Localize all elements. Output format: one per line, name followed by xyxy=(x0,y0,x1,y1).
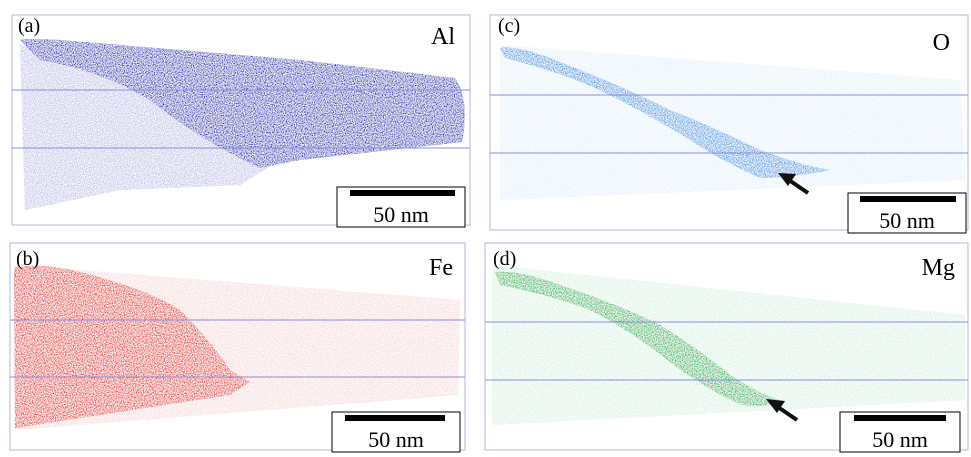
frame xyxy=(489,14,969,231)
dense-band xyxy=(495,271,785,406)
dense-band xyxy=(500,47,830,178)
sparse-region xyxy=(20,45,280,210)
scale-bar xyxy=(860,196,956,202)
frame xyxy=(11,14,471,226)
panel-label: (b) xyxy=(16,248,39,270)
scale-bar xyxy=(854,415,946,421)
scale-bar xyxy=(345,415,445,421)
panel-b: (b) Fe 50 nm xyxy=(9,242,466,453)
panel-label: (c) xyxy=(498,15,520,37)
scale-label: 50 nm xyxy=(368,427,424,452)
element-label: Al xyxy=(431,24,455,50)
frame xyxy=(9,242,466,451)
panel-d: (d) Mg 50 nm xyxy=(484,242,969,453)
scale-label: 50 nm xyxy=(872,427,928,452)
arrow-head xyxy=(778,173,796,186)
panel-c: (c) O 50 nm xyxy=(489,14,969,234)
dense-region xyxy=(14,265,250,428)
element-label: O xyxy=(933,30,950,56)
scale-label: 50 nm xyxy=(373,202,429,227)
element-label: Fe xyxy=(429,255,453,281)
sparse-region xyxy=(500,45,965,200)
panel-label: (d) xyxy=(493,248,516,270)
frame xyxy=(484,242,969,451)
panel-label: (a) xyxy=(18,15,40,37)
element-label: Mg xyxy=(922,255,955,281)
dense-region xyxy=(20,39,465,168)
scale-bar xyxy=(350,190,455,196)
scale-label: 50 nm xyxy=(879,208,935,233)
arrow-head xyxy=(766,399,785,413)
panel-a: (a) Al 50 nm xyxy=(11,14,471,228)
